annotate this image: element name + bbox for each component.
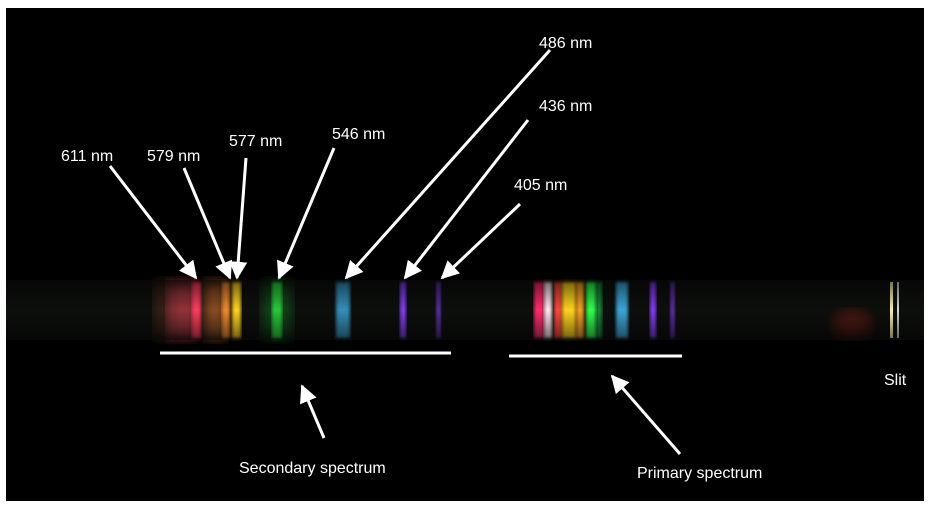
secondary-spectrum-label: Secondary spectrum — [239, 460, 386, 477]
slit-label: Slit — [884, 372, 907, 389]
label-577: 577 nm — [229, 133, 282, 150]
label-579: 579 nm — [147, 148, 200, 165]
arrow-577 — [237, 158, 246, 278]
arrow-579 — [184, 168, 230, 278]
arrow-primary — [612, 376, 680, 454]
label-486: 486 nm — [539, 35, 592, 52]
label-405: 405 nm — [514, 177, 567, 194]
spectrum-diagram: 611 nm 579 nm 577 nm 546 nm 486 nm 436 n… — [6, 8, 924, 501]
label-436: 436 nm — [539, 98, 592, 115]
primary-spectrum-label: Primary spectrum — [637, 465, 762, 482]
arrow-546 — [279, 148, 334, 278]
arrow-611 — [110, 166, 196, 278]
arrow-486 — [346, 50, 550, 278]
arrow-secondary — [302, 386, 324, 438]
spectrum-image: 611 nm 579 nm 577 nm 546 nm 486 nm 436 n… — [6, 8, 924, 501]
label-546: 546 nm — [332, 126, 385, 143]
label-611: 611 nm — [61, 148, 113, 165]
